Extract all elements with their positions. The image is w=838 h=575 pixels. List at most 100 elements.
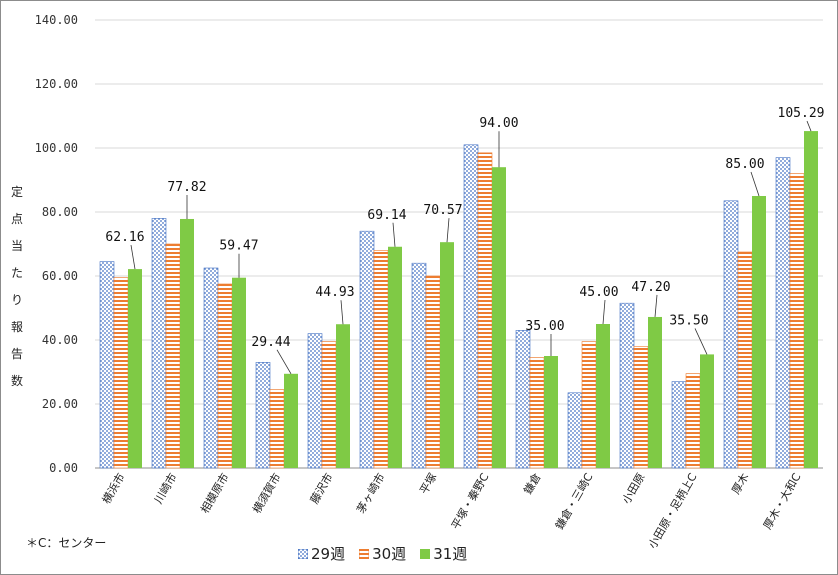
bar-31 xyxy=(544,356,558,468)
bar-29 xyxy=(515,330,531,469)
y-axis-ticks: 0.00 20.00 40.00 60.00 80.00 100.00 120.00 140.… xyxy=(35,13,78,475)
category-label: 横須賀市 xyxy=(249,471,283,516)
bar-30 xyxy=(165,243,181,469)
y-axis-label-char: た xyxy=(11,266,23,280)
bar-31 xyxy=(232,277,246,468)
legend-swatch-31 xyxy=(420,548,431,559)
bar-29 xyxy=(567,392,583,469)
bar-29 xyxy=(151,218,167,469)
data-label: 85.00 xyxy=(725,157,764,172)
bar-31 xyxy=(128,269,142,468)
bar-30 xyxy=(685,373,701,469)
leader-line xyxy=(276,349,292,374)
category-labels: 横浜市 川崎市 相模原市 横須賀市 藤沢市 茅ヶ崎市 平塚 平塚・秦野C 鎌倉 鎌倉・三崎C 小田原… xyxy=(99,470,804,551)
data-label: 70.57 xyxy=(423,203,462,218)
bar-31 xyxy=(336,324,350,468)
category-label: 厚木 xyxy=(729,471,751,497)
y-axis-label-char: 当 xyxy=(11,239,23,253)
legend-label-30: 30週 xyxy=(372,545,407,563)
bar-29 xyxy=(307,333,323,469)
category-label: 横浜市 xyxy=(99,471,128,507)
bar-31 xyxy=(180,218,194,468)
leader-line xyxy=(340,300,344,325)
bar-31 xyxy=(284,373,298,468)
bar-29 xyxy=(203,267,219,469)
bar-29 xyxy=(463,144,479,469)
bar-31 xyxy=(388,246,402,468)
bar-31 xyxy=(596,324,610,468)
leader-line xyxy=(694,328,708,355)
y-tick-label: 80.00 xyxy=(42,205,78,219)
category-label: 平塚・秦野C xyxy=(448,470,492,532)
bar-29 xyxy=(723,200,739,469)
data-label: 45.00 xyxy=(579,285,618,300)
bar-31 xyxy=(700,354,714,468)
y-tick-label: 100.00 xyxy=(35,141,78,155)
category-label: 厚木・大和C xyxy=(760,470,804,532)
bar-30 xyxy=(373,250,389,469)
y-axis-label-char: 数 xyxy=(11,373,23,388)
y-tick-label: 120.00 xyxy=(35,77,78,91)
legend-swatch-30 xyxy=(359,548,370,559)
category-label: 平塚 xyxy=(417,471,439,497)
bar-29 xyxy=(775,157,791,469)
bar-31 xyxy=(752,196,766,468)
bar-30 xyxy=(581,341,597,469)
bar-30 xyxy=(321,341,337,469)
data-label: 44.93 xyxy=(315,285,354,300)
leader-line xyxy=(392,222,396,247)
legend-swatch-29 xyxy=(298,548,308,559)
legend-label-29: 29週 xyxy=(311,545,346,563)
y-tick-label: 40.00 xyxy=(42,333,78,347)
y-tick-label: 20.00 xyxy=(42,397,78,411)
bars xyxy=(99,131,818,469)
data-label: 105.29 xyxy=(778,106,825,121)
data-label: 69.14 xyxy=(367,208,406,223)
legend: 29週 30週 31週 xyxy=(298,543,467,564)
y-axis-label-char: り xyxy=(11,293,23,307)
y-axis-label-char: 点 xyxy=(11,212,23,226)
data-label: 59.47 xyxy=(219,239,258,254)
bar-29 xyxy=(255,362,271,469)
bar-31 xyxy=(648,316,662,468)
bar-31 xyxy=(440,242,454,468)
category-label: 藤沢市 xyxy=(307,471,336,507)
category-label: 鎌倉 xyxy=(520,471,543,497)
leader-line xyxy=(130,245,136,270)
data-label: 29.44 xyxy=(251,335,290,350)
category-label: 相模原市 xyxy=(197,471,231,516)
leader-line xyxy=(446,218,450,243)
bar-29 xyxy=(671,381,687,469)
data-label: 35.50 xyxy=(669,313,708,328)
bar-30 xyxy=(789,173,805,469)
bar-31 xyxy=(492,167,506,468)
bar-29 xyxy=(99,261,115,469)
bar-30 xyxy=(425,275,441,469)
leader-line xyxy=(602,299,606,325)
bar-31 xyxy=(804,131,818,468)
data-label: 77.82 xyxy=(167,180,206,195)
bar-30 xyxy=(633,346,649,469)
data-label: 35.00 xyxy=(525,319,564,334)
y-axis-label-char: 定 xyxy=(11,184,23,199)
legend-item-30: 30週 xyxy=(359,543,406,564)
bar-29 xyxy=(411,262,427,469)
y-axis-label-char: 報 xyxy=(11,320,23,334)
data-label: 62.16 xyxy=(105,230,144,245)
footnote: ＊C：センター xyxy=(26,536,107,550)
leader-line xyxy=(750,171,760,197)
bar-30 xyxy=(113,277,129,469)
bar-30 xyxy=(529,357,545,469)
y-axis-label-char: 告 xyxy=(11,347,23,361)
legend-item-29: 29週 xyxy=(298,543,345,564)
data-label: 94.00 xyxy=(479,116,518,131)
legend-label-31: 31週 xyxy=(433,545,468,563)
y-tick-label: 140.00 xyxy=(35,13,78,27)
bar-29 xyxy=(359,230,375,469)
category-label: 鎌倉・三崎C xyxy=(552,470,596,532)
bar-30 xyxy=(217,283,233,469)
category-label: 茅ヶ崎市 xyxy=(353,471,387,516)
data-label: 47.20 xyxy=(631,280,670,295)
